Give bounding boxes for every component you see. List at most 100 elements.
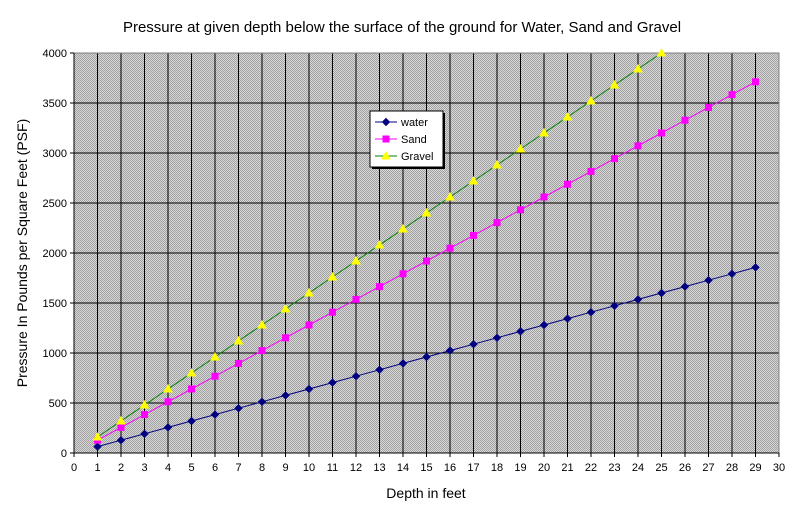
legend-label-sand: Sand: [401, 134, 427, 146]
x-tick-label: 2: [118, 462, 124, 474]
data-point-gravel: [633, 63, 643, 73]
data-point-sand: [164, 398, 172, 406]
data-point-sand: [517, 206, 524, 214]
x-tick-label: 10: [303, 462, 315, 474]
y-tick-label: 1000: [43, 348, 67, 360]
data-point-gravel: [351, 255, 361, 265]
data-point-water: [210, 410, 220, 419]
legend-label-gravel: Gravel: [401, 151, 433, 163]
series-gravel: [92, 47, 667, 441]
axes: 0 1 2 3 4 5 6 7 8 9 10 11 12 13 14 15 16 17 18 19 20 21 22 23 24…: [43, 48, 786, 474]
x-tick-label: 23: [608, 462, 620, 474]
x-tick-label: 30: [773, 462, 785, 474]
data-point-sand: [470, 231, 477, 239]
data-point-sand: [493, 219, 501, 227]
x-tick-label: 9: [282, 462, 288, 474]
data-point-water: [375, 365, 384, 375]
data-point-sand: [258, 347, 266, 355]
data-point-water: [586, 307, 596, 317]
y-tick-label: 1500: [43, 298, 67, 310]
data-point-gravel: [562, 111, 573, 121]
series-sand: [94, 78, 759, 444]
data-point-gravel: [398, 223, 408, 233]
data-point-gravel: [656, 47, 667, 57]
series-layer: [92, 47, 760, 451]
x-tick-label: 19: [514, 462, 526, 474]
data-point-sand: [399, 270, 407, 278]
data-point-sand: [705, 103, 712, 111]
x-tick-label: 5: [188, 462, 194, 474]
legend-box: [369, 110, 444, 168]
x-tick-label: 4: [165, 462, 171, 474]
data-point-sand: [235, 359, 242, 367]
data-point-sand: [634, 142, 642, 150]
data-point-water: [257, 397, 267, 407]
data-point-gravel: [233, 335, 244, 345]
x-tick-label: 6: [212, 462, 218, 474]
data-point-sand: [728, 91, 736, 99]
y-tick-label: 2500: [43, 198, 67, 210]
data-point-water: [657, 288, 666, 298]
x-tick-label: 29: [749, 462, 761, 474]
x-tick-label: 7: [235, 462, 241, 474]
series-water: [93, 263, 760, 451]
data-point-water: [516, 327, 525, 336]
x-tick-label: 18: [491, 462, 503, 474]
data-point-sand: [587, 167, 595, 175]
data-point-sand: [352, 295, 360, 303]
y-tick-label: 4000: [43, 48, 67, 60]
data-point-water: [469, 339, 478, 349]
data-point-sand: [423, 257, 430, 265]
data-point-water: [116, 435, 126, 445]
data-point-gravel: [515, 143, 526, 153]
data-point-gravel: [186, 367, 197, 377]
data-point-gravel: [468, 175, 479, 185]
data-point-water: [163, 423, 173, 432]
data-point-sand: [305, 321, 313, 329]
data-point-water: [680, 282, 690, 291]
data-point-water: [610, 301, 619, 311]
x-tick-label: 8: [259, 462, 265, 474]
data-point-water: [398, 359, 408, 368]
data-point-gravel: [210, 351, 220, 361]
x-tick-label: 0: [71, 462, 77, 474]
data-point-water: [93, 442, 102, 451]
x-tick-label: 21: [561, 462, 573, 474]
x-tick-label: 13: [373, 462, 385, 474]
x-tick-label: 17: [467, 462, 479, 474]
data-point-gravel: [280, 303, 291, 313]
data-point-sand: [540, 193, 548, 201]
data-point-sand: [564, 180, 571, 188]
data-point-water: [328, 378, 337, 387]
chart-title: Pressure at given depth below the surfac…: [123, 19, 681, 36]
data-point-water: [187, 416, 196, 426]
data-point-water: [563, 314, 572, 323]
data-point-sand: [282, 334, 289, 342]
x-tick-label: 26: [679, 462, 691, 474]
legend-marker-sand: [382, 135, 390, 143]
data-point-water: [234, 403, 243, 413]
data-point-gravel: [445, 191, 455, 201]
y-tick-label: 3000: [43, 148, 67, 160]
x-tick-label: 3: [141, 462, 147, 474]
data-point-gravel: [609, 79, 620, 89]
x-axis-label: Depth in feet: [386, 485, 465, 501]
legend-marker-water: [381, 117, 391, 127]
y-tick-label: 0: [61, 448, 67, 460]
x-tick-label: 24: [632, 462, 644, 474]
x-tick-label: 15: [420, 462, 432, 474]
x-tick-label: 16: [444, 462, 456, 474]
data-point-sand: [752, 78, 759, 86]
data-point-sand: [117, 423, 125, 431]
x-tick-label: 27: [702, 462, 714, 474]
x-tick-label: 14: [397, 462, 409, 474]
data-point-water: [140, 429, 149, 439]
data-point-water: [751, 263, 760, 272]
data-point-gravel: [163, 383, 173, 393]
data-point-gravel: [257, 319, 267, 329]
data-point-sand: [141, 411, 148, 419]
data-point-gravel: [304, 287, 314, 297]
x-tick-label: 28: [726, 462, 738, 474]
